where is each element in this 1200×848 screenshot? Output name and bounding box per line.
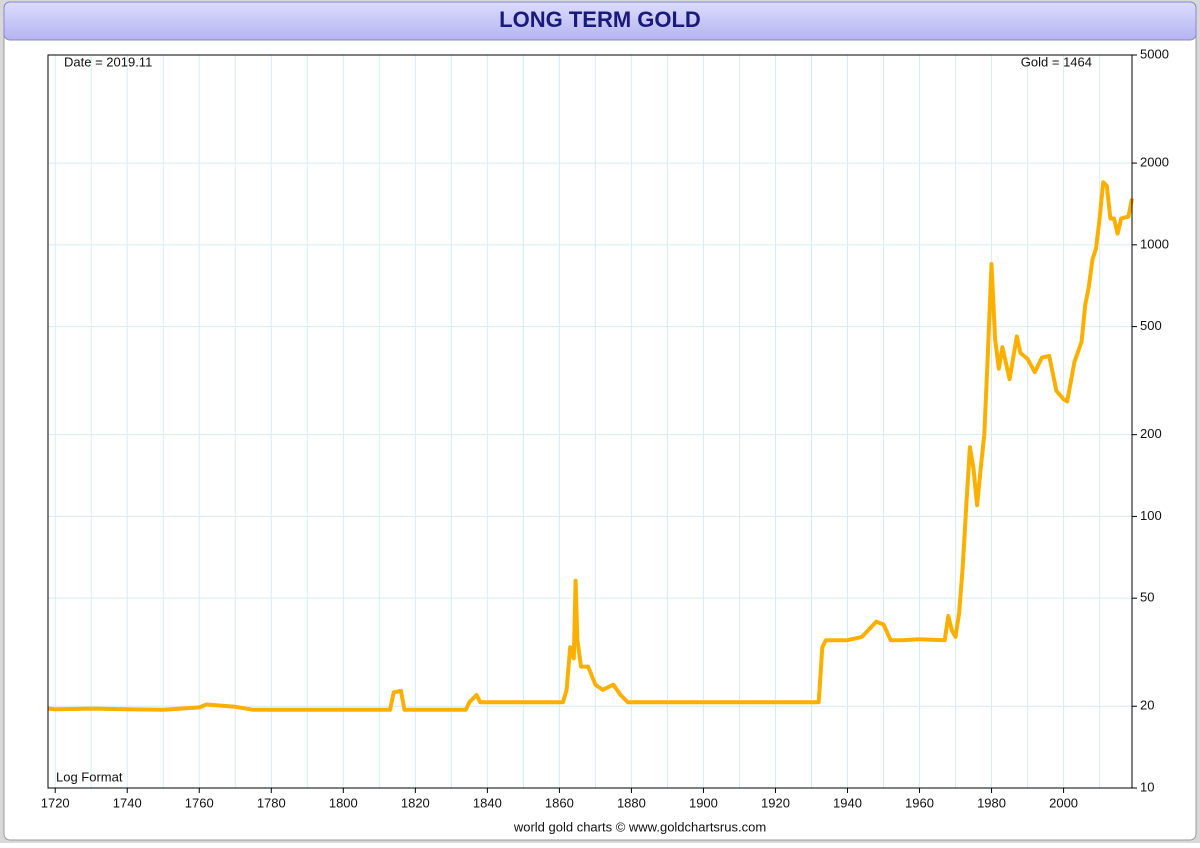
x-tick-label: 1860 [545,795,574,810]
x-tick-label: 1760 [185,795,214,810]
y-tick-label: 100 [1140,508,1162,523]
x-tick-label: 1740 [113,795,142,810]
price-line [47,180,1134,712]
panel [3,1,1197,841]
x-tick-label: 1940 [833,795,862,810]
x-tick-label: 1920 [761,795,790,810]
y-tick-label: 50 [1140,590,1154,605]
x-tick-label: 1880 [617,795,646,810]
y-tick-label: 200 [1140,426,1162,441]
x-tick-label: 1720 [41,795,70,810]
title-bar [3,1,1197,41]
x-tick-label: 2000 [1049,795,1078,810]
x-tick-label: 1960 [905,795,934,810]
x-tick-label: 1820 [401,795,430,810]
plot-frame [47,54,1133,789]
y-tick-label: 2000 [1140,155,1169,170]
x-tick-label: 1840 [473,795,502,810]
x-tick-label: 1780 [257,795,286,810]
y-tick-label: 500 [1140,318,1162,333]
annotation: Date = 2019.11 [64,54,152,69]
annotation: Log Format [56,769,123,784]
annotation: Gold = 1464 [1021,54,1092,69]
y-tick-label: 5000 [1140,46,1169,61]
chart-title: LONG TERM GOLD [499,7,701,32]
y-tick-label: 1000 [1140,236,1169,251]
x-tick-label: 1800 [329,795,358,810]
y-tick-label: 20 [1140,698,1154,713]
y-tick-label: 10 [1140,779,1154,794]
x-tick-label: 1980 [977,795,1006,810]
x-tick-label: 1900 [689,795,718,810]
footer: world gold charts © www.goldchartsrus.co… [513,819,766,834]
